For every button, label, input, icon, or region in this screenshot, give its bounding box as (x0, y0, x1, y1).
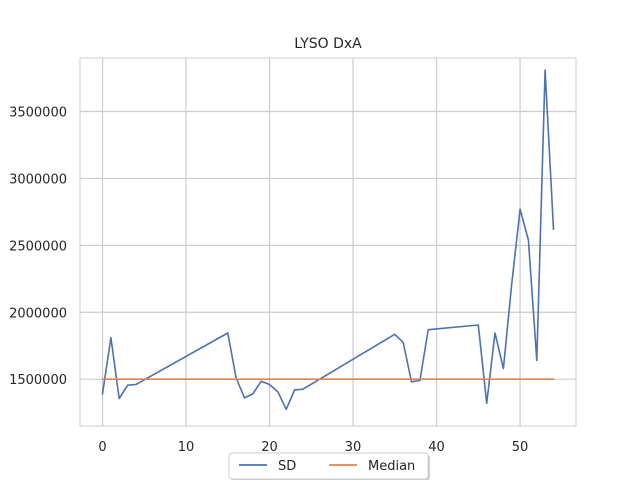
legend-label-median: Median (368, 459, 415, 474)
x-tick-label: 40 (428, 440, 445, 455)
x-axis-ticks: 0 10 20 30 40 50 (98, 440, 528, 455)
x-tick-label: 50 (512, 440, 529, 455)
chart-title: LYSO DxA (294, 36, 362, 52)
y-tick-label: 3500000 (9, 106, 67, 121)
y-tick-label: 2500000 (9, 239, 67, 254)
y-tick-label: 2000000 (9, 306, 67, 321)
y-axis-ticks: 1500000 2000000 2500000 3000000 3500000 (9, 106, 67, 389)
x-tick-label: 20 (261, 440, 278, 455)
x-tick-label: 30 (345, 440, 362, 455)
series-layer (101, 69, 555, 411)
legend-label-sd: SD (278, 459, 296, 474)
legend: SD Median (228, 452, 430, 480)
y-tick-label: 1500000 (9, 373, 67, 388)
legend-box (228, 452, 429, 480)
x-tick-label: 0 (98, 440, 106, 455)
plot-frame (79, 57, 577, 427)
y-tick-label: 3000000 (9, 172, 67, 187)
x-tick-label: 10 (178, 440, 195, 455)
series-line-sd (101, 69, 555, 411)
